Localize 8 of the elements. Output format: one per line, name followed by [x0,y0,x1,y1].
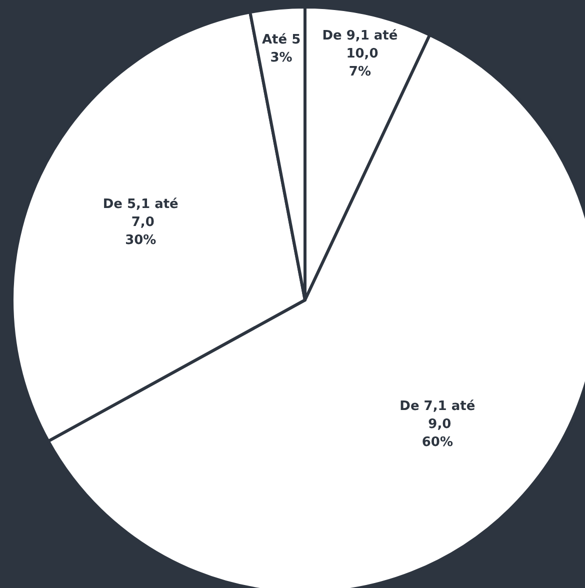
data-label: 30% [125,233,156,248]
data-label: 60% [422,434,453,450]
slice-label: De 5,1 até 7,0 [102,197,179,230]
data-label: 3% [270,50,292,66]
slice-label: De 9,1 até 10,0 [322,28,398,62]
data-label: 7% [348,64,372,80]
slice-label: Até 5 [262,32,301,48]
slice-label: De 7,1 até 9,0 [400,398,476,432]
